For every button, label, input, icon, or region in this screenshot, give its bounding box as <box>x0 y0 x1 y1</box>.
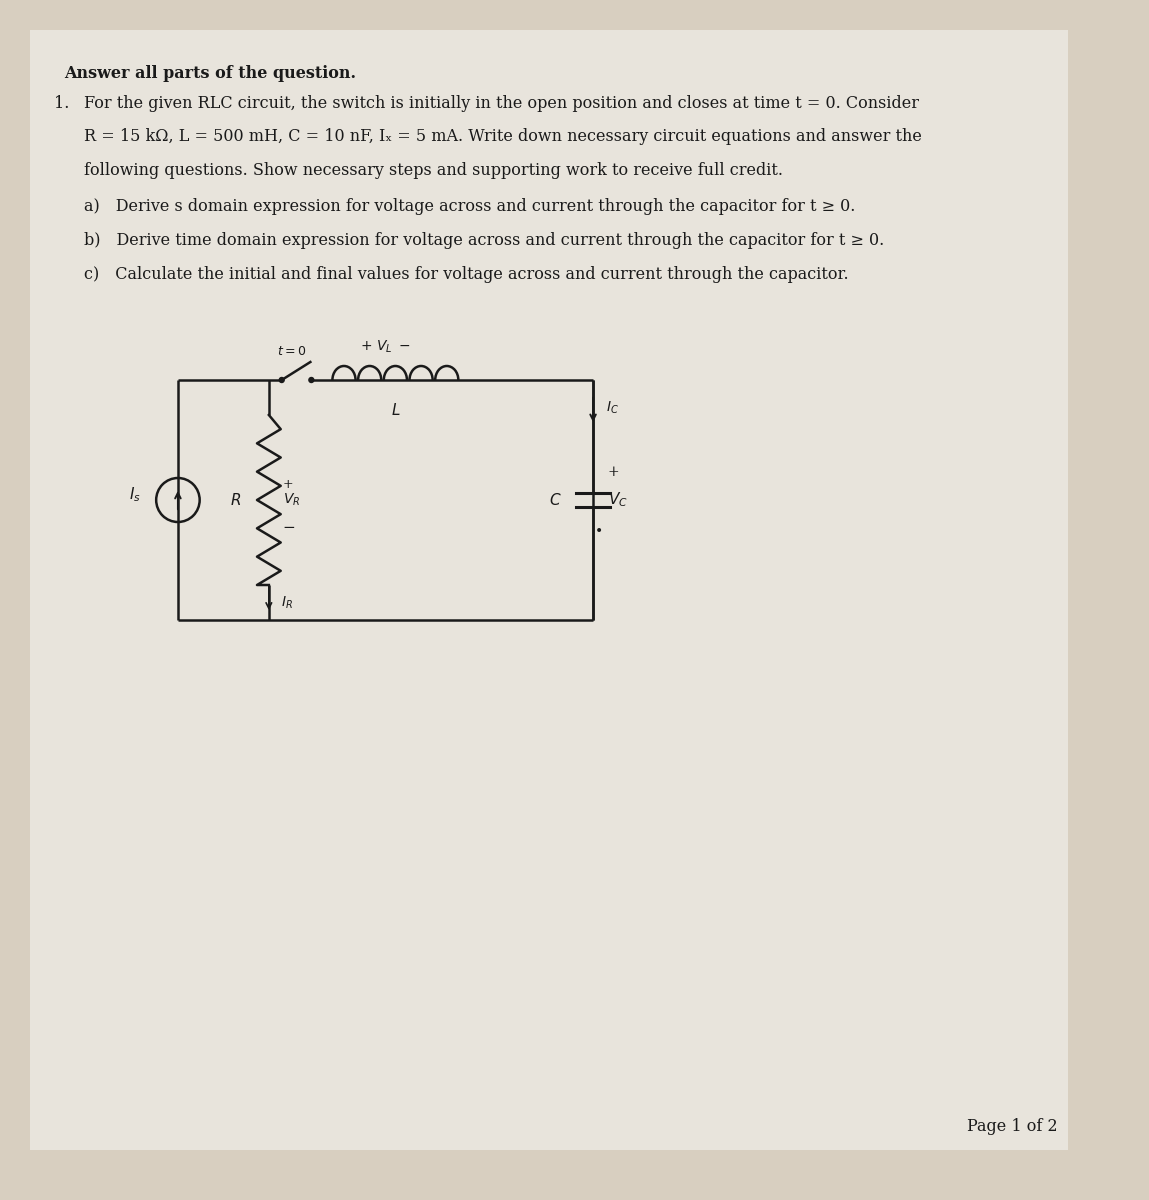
FancyBboxPatch shape <box>30 30 1067 1150</box>
Text: $t=0$: $t=0$ <box>277 346 307 358</box>
Circle shape <box>309 378 314 383</box>
Text: $C$: $C$ <box>549 492 562 508</box>
Text: $V_R$: $V_R$ <box>283 492 300 509</box>
Text: For the given RLC circuit, the switch is initially in the open position and clos: For the given RLC circuit, the switch is… <box>84 95 919 112</box>
Text: 1.: 1. <box>54 95 70 112</box>
Text: Page 1 of 2: Page 1 of 2 <box>967 1118 1057 1135</box>
Text: $R$: $R$ <box>230 492 241 508</box>
Text: $I_R$: $I_R$ <box>280 595 293 612</box>
Text: Answer all parts of the question.: Answer all parts of the question. <box>64 65 356 82</box>
Text: $V_C$: $V_C$ <box>608 491 627 509</box>
Text: +: + <box>283 479 293 492</box>
Text: $+\ V_L\ -$: $+\ V_L\ -$ <box>360 338 411 355</box>
Text: •: • <box>595 526 603 539</box>
Text: c) Calculate the initial and final values for voltage across and current through: c) Calculate the initial and final value… <box>84 266 849 283</box>
Text: +: + <box>608 466 619 479</box>
Text: −: − <box>283 521 295 535</box>
Text: b) Derive time domain expression for voltage across and current through the capa: b) Derive time domain expression for vol… <box>84 232 885 248</box>
Text: R = 15 kΩ, L = 500 mH, C = 10 nF, Iₓ = 5 mA. Write down necessary circuit equati: R = 15 kΩ, L = 500 mH, C = 10 nF, Iₓ = 5… <box>84 128 921 145</box>
Text: following questions. Show necessary steps and supporting work to receive full cr: following questions. Show necessary step… <box>84 162 782 179</box>
Text: $I_C$: $I_C$ <box>606 400 619 416</box>
Text: $I_s$: $I_s$ <box>129 486 140 504</box>
Text: $L$: $L$ <box>391 402 400 418</box>
Circle shape <box>279 378 284 383</box>
Text: a) Derive s domain expression for voltage across and current through the capacit: a) Derive s domain expression for voltag… <box>84 198 855 215</box>
